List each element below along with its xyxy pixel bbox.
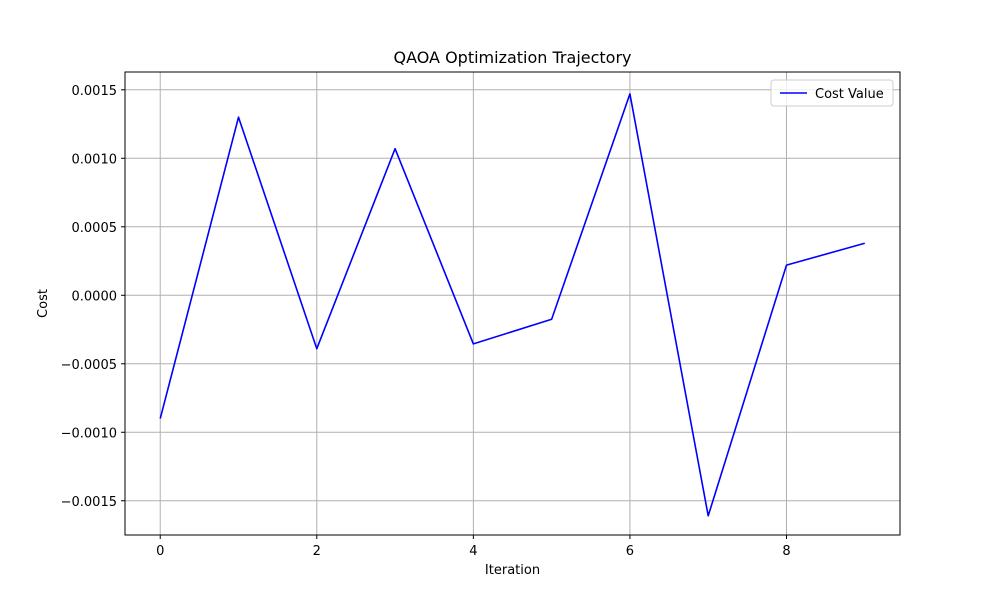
y-tick-label: 0.0010 (72, 152, 118, 167)
y-tick-label: −0.0005 (61, 358, 117, 373)
x-axis-title: Iteration (485, 563, 540, 578)
y-tick-label: 0.0015 (72, 84, 118, 99)
x-tick-label: 4 (469, 544, 477, 559)
chart-title: QAOA Optimization Trajectory (393, 48, 631, 67)
y-tick-label: 0.0005 (72, 221, 118, 236)
legend-label: Cost Value (815, 87, 884, 102)
x-tick-label: 6 (626, 544, 634, 559)
grid-layer (125, 72, 900, 535)
y-axis-title: Cost (36, 289, 51, 318)
legend-box (770, 79, 894, 107)
legend: Cost Value (770, 79, 894, 107)
series-line-cost-value (159, 93, 865, 517)
tick-layer: 0 2 4 6 8 −0.0015 −0.0010 −0.0005 0.0000 0.0005 0.… (61, 84, 791, 559)
plot-frame (124, 71, 901, 536)
y-tick-label: −0.0010 (61, 426, 117, 441)
x-tick-label: 2 (313, 544, 321, 559)
y-tick-label: −0.0015 (61, 495, 117, 510)
y-tick-label: 0.0000 (72, 289, 118, 304)
series-layer (159, 93, 865, 517)
x-tick-label: 0 (156, 544, 164, 559)
x-tick-label: 8 (782, 544, 790, 559)
